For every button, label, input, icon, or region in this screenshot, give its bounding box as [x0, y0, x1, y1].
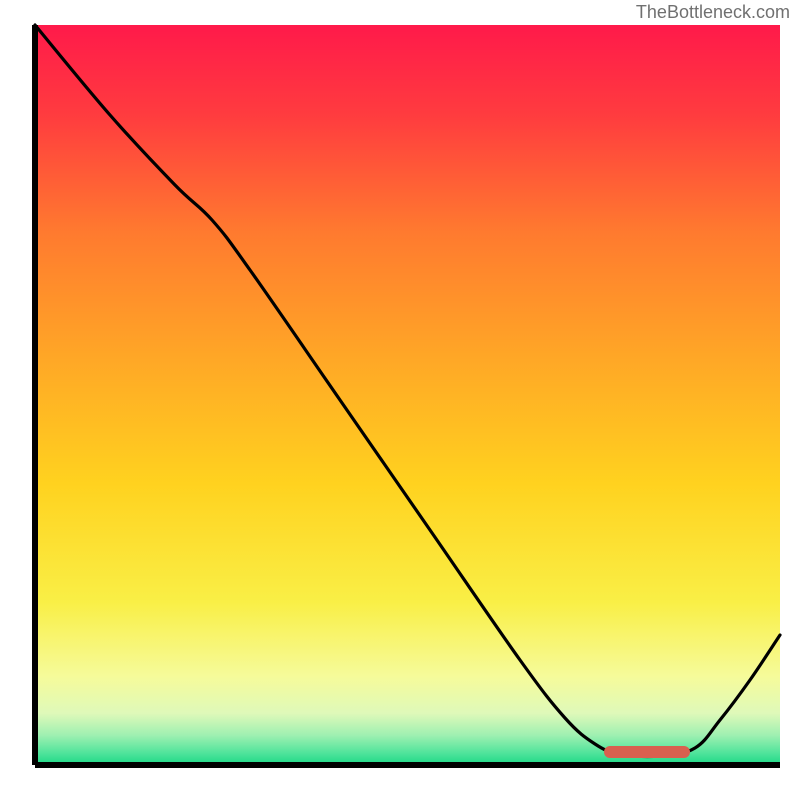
watermark-text: TheBottleneck.com [636, 2, 790, 23]
gradient-background [35, 25, 780, 765]
optimum-marker [604, 746, 690, 758]
bottleneck-chart [0, 0, 800, 800]
